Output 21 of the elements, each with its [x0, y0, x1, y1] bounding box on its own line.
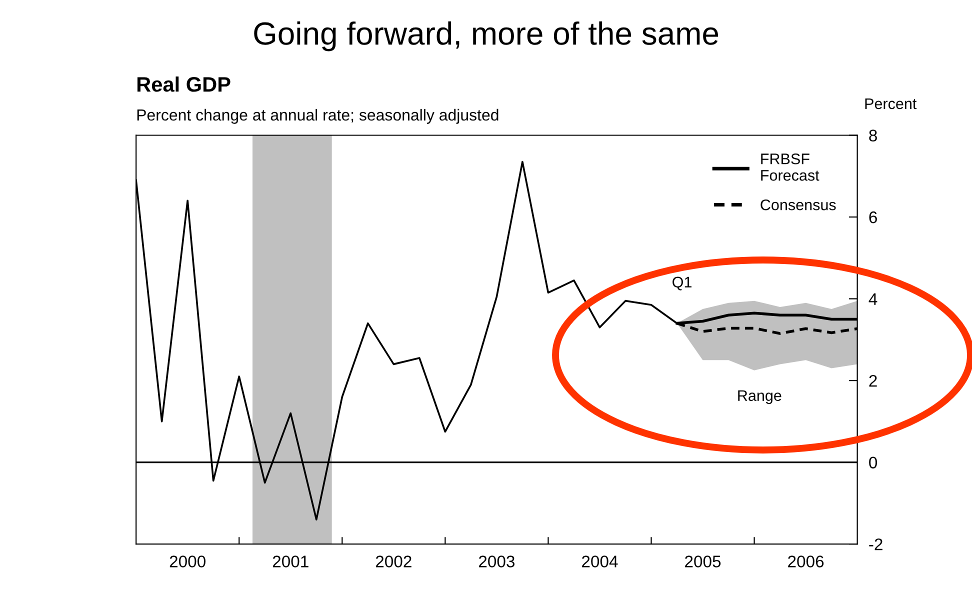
- chart-title: Going forward, more of the same: [254, 21, 718, 52]
- x-tick-label: 2001: [272, 556, 308, 568]
- x-tick-label: 2003: [478, 556, 514, 568]
- legend-label: FRBSF Forecast: [761, 153, 820, 181]
- x-tick-label: 2000: [170, 556, 206, 568]
- chart-subtitle: Real GDP: [137, 76, 230, 92]
- annotation: Q1: [672, 276, 692, 290]
- legend-label: Consensus: [760, 199, 836, 210]
- y-tick-label: 4: [868, 293, 878, 305]
- x-tick-label: 2006: [788, 556, 824, 568]
- x-tick-label: 2004: [582, 556, 618, 568]
- y-axis-title: Percent: [865, 98, 917, 110]
- y-tick-label: 0: [869, 456, 878, 469]
- x-tick-label: 2005: [685, 556, 721, 568]
- y-tick-label: -2: [869, 538, 882, 550]
- y-tick-label: 8: [869, 130, 877, 142]
- y-tick-label: 6: [869, 211, 877, 224]
- x-tick-label: 2002: [376, 556, 412, 568]
- y-tick-label: 2: [869, 374, 877, 387]
- annotation: Range: [738, 390, 782, 404]
- text: Percent change at annual rate; seasonally adjusted: [137, 108, 498, 124]
